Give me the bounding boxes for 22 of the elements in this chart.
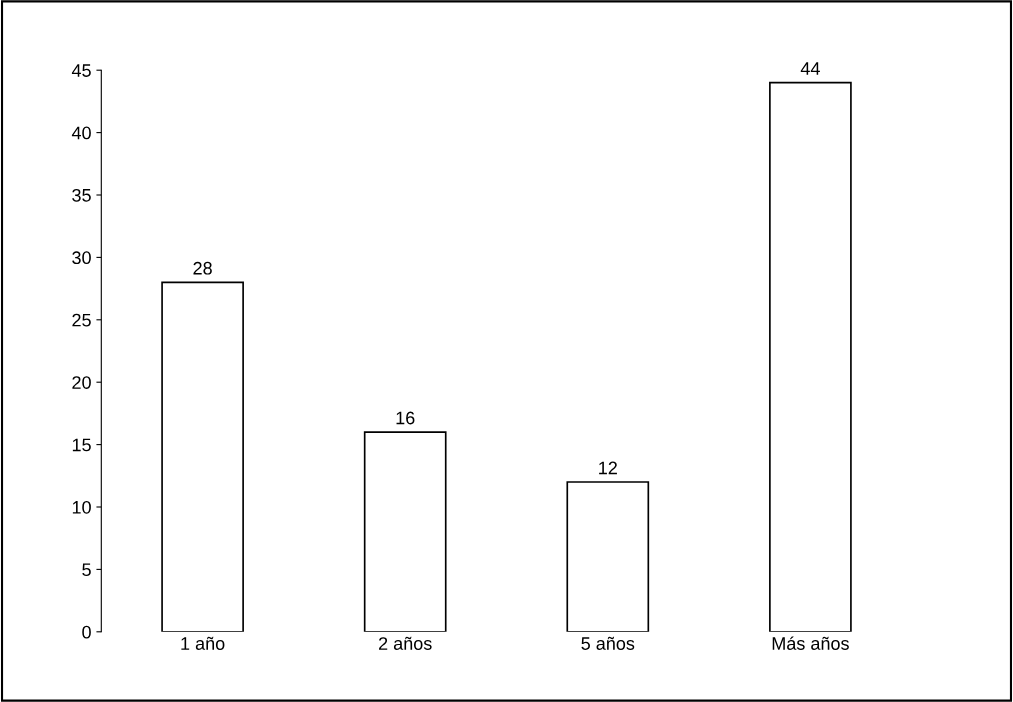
x-tick-label: Más años [772, 636, 849, 650]
x-tick-label: 2 años [379, 636, 432, 650]
bar [161, 281, 244, 632]
data-label: 12 [599, 461, 617, 475]
bar [566, 481, 650, 632]
y-tick-label: 30 [72, 251, 91, 265]
bar [363, 431, 447, 632]
x-tick-label: 1 año [181, 636, 225, 650]
data-label: 28 [193, 261, 212, 275]
y-tick-label: 15 [72, 438, 91, 452]
x-tick-label: 5 años [581, 636, 635, 650]
y-tick-label: 45 [71, 64, 91, 77]
y-tick-label: 35 [72, 188, 91, 202]
bar [769, 81, 852, 632]
y-tick-label: 20 [72, 376, 91, 389]
y-tick-label: 5 [82, 563, 91, 577]
y-tick-label: 10 [72, 500, 91, 514]
y-tick-label: 25 [72, 313, 91, 327]
y-tick-label: 40 [71, 126, 91, 140]
data-label: 44 [800, 62, 820, 75]
y-tick-label: 0 [82, 625, 91, 639]
data-label: 16 [396, 411, 415, 425]
